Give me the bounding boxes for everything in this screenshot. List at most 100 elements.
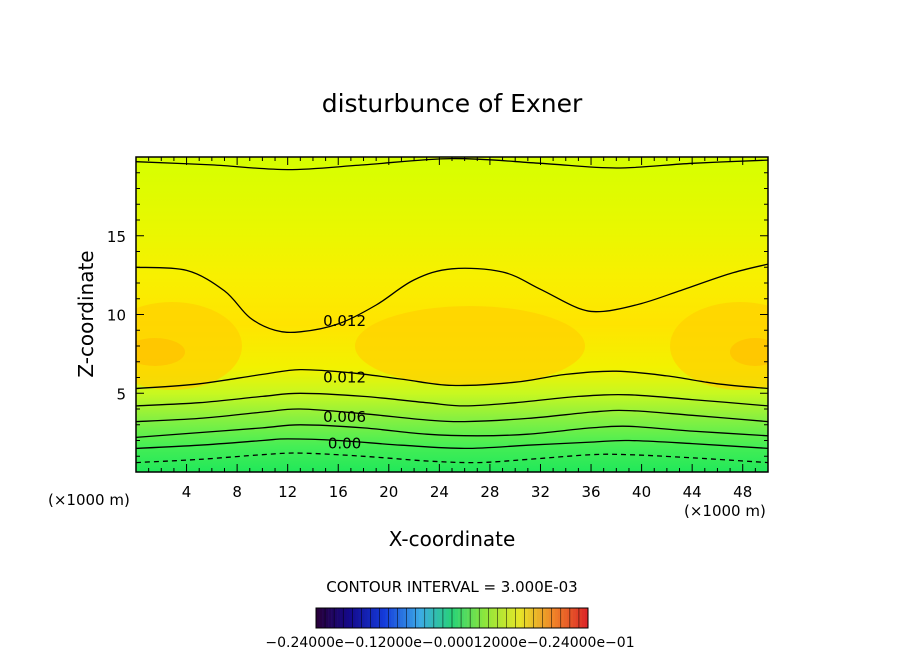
- colorbar-cell: [319, 608, 323, 628]
- colorbar-cell: [539, 608, 543, 628]
- colorbar-cell: [560, 608, 565, 628]
- y-axis: 5 10 15: [107, 156, 768, 473]
- contour-line-1: [136, 263, 768, 334]
- x-tick-label: 32: [531, 483, 550, 501]
- colorbar-cell: [536, 608, 540, 628]
- colorbar-cell: [406, 608, 410, 628]
- colorbar-cell: [370, 608, 374, 628]
- colorbar-cell: [361, 608, 365, 628]
- colorbar-cell: [548, 608, 553, 628]
- colorbar-cell: [581, 608, 586, 628]
- contour-line-2: [136, 368, 768, 390]
- colorbar-cell: [367, 608, 371, 628]
- colorbar-cell: [503, 608, 507, 628]
- colorbar-cell: [467, 608, 471, 628]
- colorbar-cell: [328, 608, 332, 628]
- colorbar-cell: [376, 608, 380, 628]
- colorbar-cell: [412, 608, 417, 628]
- colorbar-cell: [430, 608, 435, 628]
- x-tick-label: 8: [232, 483, 242, 501]
- contour-fill: [136, 157, 768, 472]
- colorbar-cell: [445, 608, 450, 628]
- colorbar-cell: [557, 608, 562, 628]
- colorbar-cell: [491, 608, 495, 628]
- colorbar-cell: [349, 608, 353, 628]
- contour-labels: 0.012 0.012 0.006 0.00: [323, 312, 366, 453]
- colorbar-cell: [346, 608, 350, 628]
- colorbar-cell: [355, 608, 359, 628]
- colorbar-cell: [340, 608, 344, 628]
- colorbar-cell: [563, 608, 568, 628]
- colorbar-cell: [331, 608, 335, 628]
- colorbar-cell: [358, 608, 362, 628]
- colorbar-cell: [427, 608, 432, 628]
- colorbar-cell: [572, 608, 577, 628]
- x-axis-title: X-coordinate: [389, 527, 516, 551]
- contour-line-6: [136, 438, 768, 450]
- colorbar-cell: [373, 608, 377, 628]
- colorbar: [315, 607, 589, 629]
- contour-label-1: 0.012: [323, 369, 366, 387]
- x-tick-label: 24: [430, 483, 449, 501]
- colorbar-cell: [500, 608, 504, 628]
- x-axis: 4 8 12 16 20 24 28 32 36 40 44 48: [135, 157, 769, 501]
- colorbar-cell: [545, 608, 550, 628]
- x-tick-label: 48: [733, 483, 752, 501]
- colorbar-cell: [470, 608, 474, 628]
- colorbar-cell: [364, 608, 368, 628]
- colorbar-cell: [421, 608, 426, 628]
- contour-line-3: [136, 392, 768, 407]
- colorbar-cell: [551, 608, 556, 628]
- y-tick-label: 5: [116, 385, 126, 403]
- colorbar-cell: [379, 608, 383, 628]
- colorbar-cell: [542, 608, 546, 628]
- colorbar-cell: [464, 608, 468, 628]
- colorbar-cell: [509, 608, 513, 628]
- contour-label-2: 0.006: [323, 408, 366, 426]
- x-tick-label: 20: [379, 483, 398, 501]
- colorbar-cell: [554, 608, 559, 628]
- x-tick-label: 36: [581, 483, 600, 501]
- colorbar-cell: [578, 608, 583, 628]
- colorbar-cell: [439, 608, 444, 628]
- colorbar-labels: −0.24000e−0.12000e−0.00012000e−0.24000e−…: [265, 635, 634, 651]
- colorbar-cell: [494, 608, 498, 628]
- colorbar-cell: [497, 608, 501, 628]
- colorbar-cell: [424, 608, 429, 628]
- colorbar-cell: [403, 608, 407, 628]
- colorbar-cell: [458, 608, 462, 628]
- colorbar-cell: [391, 608, 395, 628]
- colorbar-cell: [584, 608, 589, 628]
- y-tick-label: 10: [107, 307, 126, 325]
- colorbar-cell: [452, 608, 456, 628]
- contour-line-7: [136, 452, 768, 464]
- colorbar-cell: [316, 608, 320, 628]
- colorbar-cell: [433, 608, 438, 628]
- x-tick-label: 44: [683, 483, 702, 501]
- colorbar-cell: [442, 608, 447, 628]
- x-tick-label: 12: [278, 483, 297, 501]
- colorbar-cell: [322, 608, 326, 628]
- colorbar-cell: [476, 608, 480, 628]
- colorbar-cell: [512, 608, 516, 628]
- chart-title: disturbunce of Exner: [322, 89, 583, 118]
- contour-label-3: 0.00: [328, 435, 361, 453]
- x-tick-label: 4: [182, 483, 192, 501]
- colorbar-cell: [334, 608, 338, 628]
- colorbar-cell: [527, 608, 531, 628]
- x-unit-left: (×1000 m): [48, 491, 130, 509]
- colorbar-cell: [415, 608, 420, 628]
- colorbar-cell: [569, 608, 574, 628]
- colorbar-cell: [400, 608, 404, 628]
- colorbar-cell: [397, 608, 401, 628]
- y-tick-label: 15: [107, 228, 126, 246]
- colorbar-cell: [325, 608, 329, 628]
- colorbar-cell: [394, 608, 398, 628]
- colorbar-cell: [388, 608, 392, 628]
- colorbar-cell: [485, 608, 489, 628]
- colorbar-cell: [515, 608, 519, 628]
- colorbar-cell: [418, 608, 423, 628]
- colorbar-cell: [518, 608, 522, 628]
- colorbar-cell: [524, 608, 528, 628]
